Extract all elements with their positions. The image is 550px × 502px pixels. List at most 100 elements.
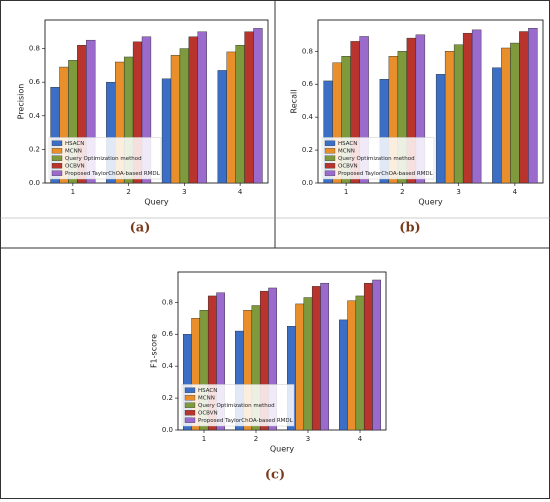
bar (226, 51, 236, 184)
bar (453, 44, 464, 184)
bar (86, 39, 96, 184)
legend-swatch (324, 140, 336, 146)
bar (510, 42, 520, 184)
legend-text: OCBVN (198, 410, 218, 416)
legend-text: HSACN (198, 388, 217, 394)
bar (170, 55, 181, 184)
legend-text: MCNN (338, 148, 355, 154)
x-axis-label: Query (418, 198, 443, 207)
x-tick-label: 4 (513, 188, 518, 196)
bar (444, 51, 455, 184)
legend-swatch (184, 410, 196, 416)
y-tick-label: 0.0 (162, 426, 173, 434)
legend-text: Query Optimization method (65, 156, 142, 162)
legend-box (181, 384, 295, 427)
bar (244, 31, 254, 184)
legend-swatch (51, 170, 63, 176)
x-tick-label: 1 (71, 188, 75, 196)
bar (303, 297, 313, 431)
caption: (b) (399, 221, 420, 236)
bar (320, 282, 330, 431)
legend-text: HSACN (338, 141, 357, 147)
x-axis-label: Query (270, 445, 295, 454)
x-tick-label: 1 (202, 435, 206, 443)
bar (141, 36, 152, 184)
legend-swatch (51, 155, 63, 161)
bar (471, 29, 482, 184)
legend-swatch (324, 170, 336, 176)
y-axis-label: Recall (290, 90, 299, 114)
x-tick-label: 4 (238, 188, 243, 196)
x-tick-label: 3 (182, 188, 186, 196)
bar (492, 67, 502, 184)
bar (161, 78, 172, 184)
legend-text: MCNN (65, 148, 82, 154)
y-tick-label: 0.8 (29, 45, 40, 53)
bar (359, 36, 369, 184)
x-tick-label: 3 (306, 435, 310, 443)
bar (216, 292, 225, 431)
y-tick-label: 0.2 (302, 146, 313, 154)
bar (311, 286, 321, 431)
bar (347, 300, 357, 431)
legend-swatch (324, 163, 336, 169)
y-tick-label: 0.4 (302, 113, 314, 121)
y-tick-label: 0.2 (162, 394, 173, 402)
y-tick-label: 0.6 (29, 78, 41, 86)
x-tick-label: 2 (126, 188, 130, 196)
bar (268, 287, 278, 431)
bar (372, 279, 382, 431)
bar (235, 45, 245, 184)
bar (519, 31, 529, 184)
legend-swatch (51, 140, 63, 146)
bar (339, 319, 348, 431)
legend-swatch (51, 148, 63, 154)
x-tick-label: 4 (358, 435, 363, 443)
legend-text: Proposed TaylorChOA-based RMDL (65, 171, 161, 177)
bar (528, 28, 538, 184)
legend-swatch (324, 155, 336, 161)
legend-text: Proposed TaylorChOA-based RMDL (198, 418, 294, 424)
bar (462, 32, 473, 184)
legend-box (321, 137, 435, 180)
y-tick-label: 0.4 (162, 362, 174, 370)
bar (188, 36, 198, 184)
bar (355, 295, 365, 431)
legend-text: Proposed TaylorChOA-based RMDL (338, 171, 434, 177)
legend-text: Query Optimization method (338, 156, 415, 162)
bar (435, 74, 446, 184)
legend-swatch (184, 402, 196, 408)
legend-text: Query Optimization method (198, 403, 275, 409)
y-tick-label: 0.6 (162, 330, 174, 338)
y-tick-label: 0.6 (302, 80, 314, 88)
bar (501, 47, 511, 184)
x-tick-label: 1 (344, 188, 348, 196)
x-axis-label: Query (144, 198, 169, 207)
bar (253, 28, 263, 184)
y-axis-label: Precision (17, 84, 26, 120)
legend-text: MCNN (198, 395, 215, 401)
y-axis-label: F1-score (150, 334, 159, 368)
y-tick-label: 0.0 (302, 179, 313, 187)
y-tick-label: 0.2 (29, 145, 40, 153)
legend-swatch (184, 387, 196, 393)
bar (179, 48, 190, 184)
legend-box (48, 137, 162, 180)
legend-text: OCBVN (65, 163, 85, 169)
bar (363, 282, 373, 431)
bar (217, 70, 227, 184)
legend-swatch (184, 417, 196, 423)
bar (415, 34, 426, 184)
bar (197, 31, 207, 184)
y-tick-label: 0.8 (162, 298, 173, 306)
x-tick-label: 2 (400, 188, 404, 196)
legend-swatch (324, 148, 336, 154)
y-tick-label: 0.0 (29, 179, 40, 187)
x-tick-label: 3 (456, 188, 460, 196)
y-tick-label: 0.8 (302, 47, 313, 55)
caption: (a) (130, 221, 151, 236)
